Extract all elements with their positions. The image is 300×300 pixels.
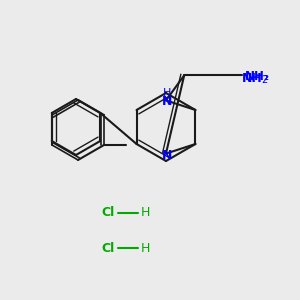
Text: N: N [162,95,172,108]
Text: NH: NH [242,72,262,85]
Text: Cl: Cl [101,242,115,254]
Text: N: N [162,149,172,162]
Text: Cl: Cl [101,206,115,220]
Text: 2: 2 [261,75,267,85]
Text: H: H [140,242,150,254]
Text: NH₂: NH₂ [245,70,270,83]
Text: H: H [140,206,150,220]
Text: H: H [163,88,171,98]
